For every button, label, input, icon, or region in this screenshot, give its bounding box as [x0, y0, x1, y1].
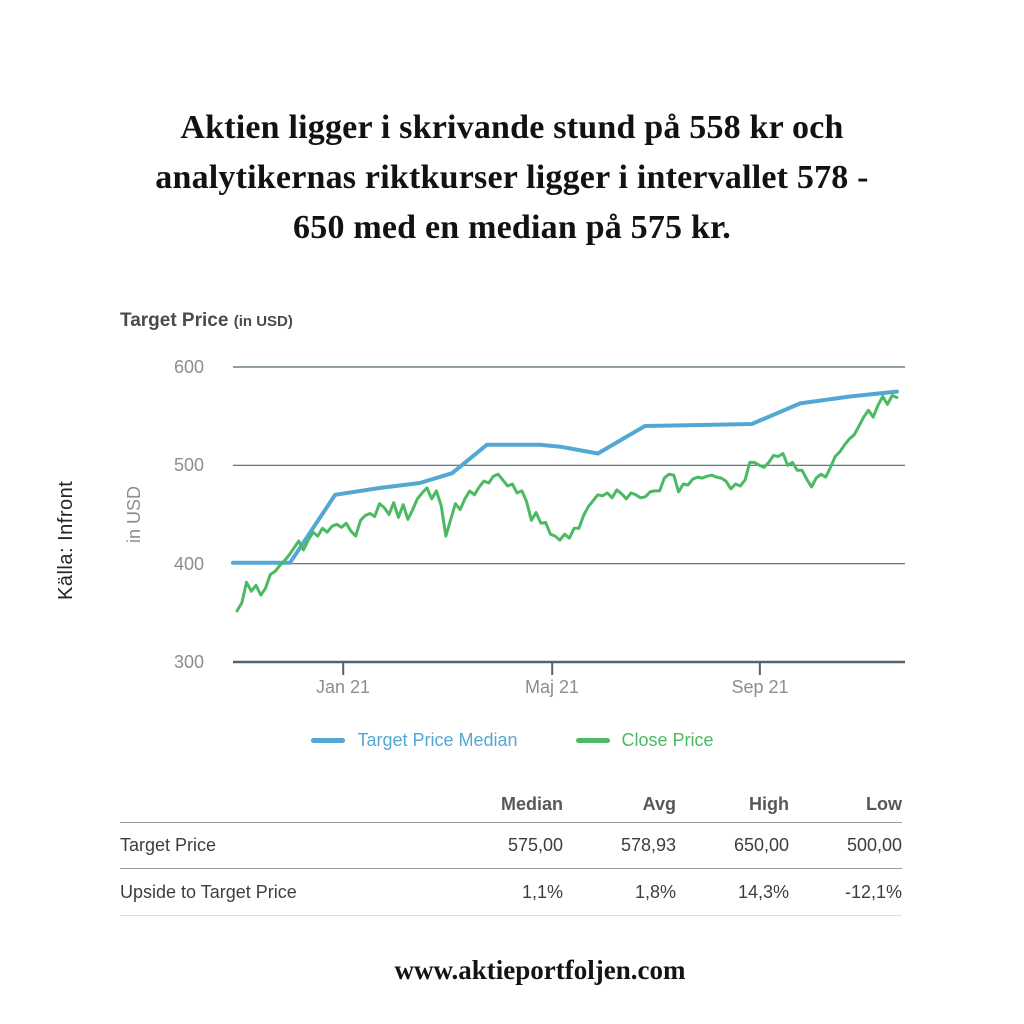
price-chart-svg	[231, 366, 905, 675]
target-price-low-value: 500,00	[846, 835, 902, 855]
target-median-line-swatch-icon	[311, 738, 346, 743]
target-price-high-value: 650,00	[733, 835, 789, 855]
target-price-avg-value: 578,93	[620, 835, 676, 855]
y-tick-600: 600	[173, 357, 204, 377]
upside-avg-value: 1,8%	[634, 881, 676, 902]
row-label-upside: Upside to Target Price	[120, 881, 297, 902]
col-header-low: Low	[866, 794, 902, 814]
upside-median-value: 1,1%	[521, 881, 563, 902]
target-price-median-value: 575,00	[507, 835, 563, 855]
chart-title-main: Target Price	[120, 310, 229, 331]
col-header-high: High	[749, 794, 789, 814]
headline-line-2: analytikernas riktkurser ligger i interv…	[155, 159, 869, 196]
legend-label-target-median: Target Price Median	[357, 730, 518, 750]
x-tick-maj21: Maj 21	[524, 677, 580, 697]
table-header-row: Median Avg High Low	[120, 787, 902, 823]
table-row: Target Price 575,00 578,93 650,00 500,00	[120, 823, 902, 869]
headline: Aktien ligger i skrivande stund på 558 k…	[0, 103, 1024, 253]
legend-label-close-price: Close Price	[621, 730, 714, 750]
y-tick-500: 500	[173, 455, 204, 475]
y-tick-400: 400	[173, 554, 204, 574]
y-axis-title: in USD	[124, 486, 144, 544]
website-url: www.aktieportfoljen.com	[394, 955, 686, 985]
y-tick-300: 300	[173, 652, 204, 672]
legend-item-target-price-median: Target Price Median	[311, 730, 518, 751]
x-tick-jan21: Jan 21	[315, 677, 371, 697]
target-price-table: Median Avg High Low Target Price 575,00 …	[120, 787, 902, 916]
col-header-median: Median	[500, 794, 563, 814]
upside-low-value: -12,1%	[844, 881, 902, 902]
chart-title: Target Price (in USD)	[120, 310, 293, 332]
table-row: Upside to Target Price 1,1% 1,8% 14,3% -…	[120, 869, 902, 916]
legend-item-close-price: Close Price	[575, 730, 714, 751]
chart-title-suffix: (in USD)	[233, 313, 293, 330]
upside-high-value: 14,3%	[737, 881, 789, 902]
row-label-target-price: Target Price	[120, 835, 217, 855]
headline-line-3: 650 med en median på 575 kr.	[293, 209, 731, 246]
chart-legend: Target Price Median Close Price	[120, 730, 905, 751]
col-header-avg: Avg	[642, 794, 676, 814]
headline-line-1: Aktien ligger i skrivande stund på 558 k…	[180, 109, 844, 146]
close-price-line-swatch-icon	[575, 738, 610, 743]
source-label: Källa: Infront	[55, 480, 77, 600]
x-tick-sep21: Sep 21	[731, 677, 789, 697]
